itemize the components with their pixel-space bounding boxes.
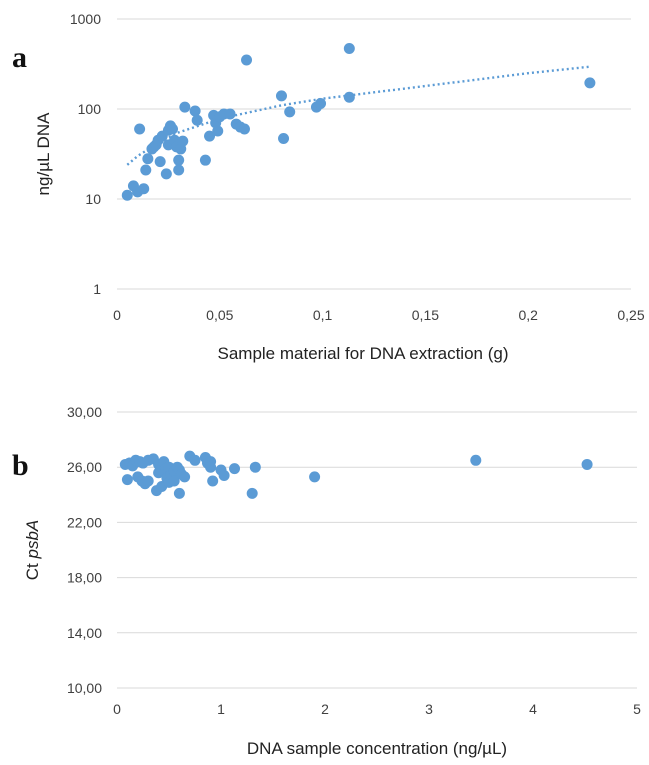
- panel-b-data-point: [229, 463, 241, 475]
- panel-a-data-point: [241, 54, 253, 66]
- panel-b-points: [119, 450, 593, 499]
- panel-a-x-axis-title: Sample material for DNA extraction (g): [218, 344, 509, 363]
- panel-a-letter: a: [12, 41, 27, 74]
- panel-a-data-point: [238, 123, 250, 135]
- panel-a-data-point: [138, 183, 150, 195]
- panel-b-y-tick-label: 10,00: [67, 680, 102, 696]
- panel-b-data-point: [246, 487, 258, 499]
- panel-b-data-point: [142, 475, 154, 487]
- panel-b-data-point: [207, 475, 219, 487]
- panel-a-data-point: [140, 164, 152, 176]
- panel-b-y-tick-label: 30,00: [67, 404, 102, 420]
- panel-a-data-point: [343, 43, 355, 55]
- panel-b-gridlines: [117, 411, 637, 689]
- panel-a-data-point: [142, 153, 154, 165]
- panel-b-x-tick-label: 3: [425, 701, 433, 717]
- panel-a-data-point: [121, 189, 133, 201]
- panel-b-data-point: [218, 469, 230, 481]
- panel-a-data-point: [275, 90, 287, 102]
- panel-b-letter: b: [12, 449, 29, 482]
- panel-a-data-point: [191, 114, 203, 126]
- panel-b-x-axis-title: DNA sample concentration (ng/µL): [247, 739, 507, 758]
- panel-a-data-point: [160, 168, 172, 180]
- panel-a-x-tick-label: 0,05: [206, 307, 233, 323]
- panel-a-x-tick-label: 0: [113, 307, 121, 323]
- panel-b-data-point: [470, 454, 482, 466]
- panel-a-gridlines: [117, 18, 631, 290]
- panel-a-data-point: [284, 106, 296, 118]
- panel-b-y-axis-title-gene: psbA: [23, 520, 42, 560]
- panel-a-data-point: [173, 154, 185, 166]
- panel-b-x-ticks: 0 1 2 3 4 5: [113, 701, 641, 717]
- panel-a-data-point: [343, 91, 355, 103]
- panel-a-y-ticks: 1 10 100 1000: [70, 11, 101, 297]
- panel-a-data-point: [199, 154, 211, 166]
- panel-a-y-tick-label: 100: [78, 101, 102, 117]
- panel-a-points: [121, 43, 596, 201]
- panel-b-y-tick-label: 22,00: [67, 514, 102, 530]
- panel-b-x-tick-label: 5: [633, 701, 641, 717]
- panel-a-y-tick-label: 1000: [70, 11, 101, 27]
- panel-b-y-tick-label: 18,00: [67, 570, 102, 586]
- panel-a-data-point: [167, 123, 179, 135]
- panel-a-y-tick-label: 1: [93, 281, 101, 297]
- panel-b-x-tick-label: 0: [113, 701, 121, 717]
- panel-b-data-point: [168, 475, 180, 487]
- panel-b-data-point: [309, 471, 321, 483]
- panel-a-data-point: [173, 164, 185, 176]
- panel-a-data-point: [204, 130, 216, 142]
- panel-b-data-point: [249, 461, 261, 473]
- panel-a-x-ticks: 0 0,05 0,1 0,15 0,2 0,25: [113, 307, 645, 323]
- panel-a-x-tick-label: 0,2: [518, 307, 538, 323]
- panel-b-x-tick-label: 4: [529, 701, 537, 717]
- panel-a-y-tick-label: 10: [85, 191, 101, 207]
- panel-a-data-point: [584, 77, 596, 89]
- panel-a-x-tick-label: 0,1: [313, 307, 333, 323]
- panel-b-y-axis-title-prefix: Ct: [23, 559, 42, 581]
- panel-a-y-axis-title: ng/µL DNA: [34, 112, 53, 196]
- panel-b-y-tick-label: 14,00: [67, 625, 102, 641]
- panel-a-data-point: [189, 105, 201, 117]
- panel-a-data-point: [212, 125, 224, 137]
- panel-b-x-tick-label: 2: [321, 701, 329, 717]
- panel-b-y-axis-title: Ct psbA: [23, 520, 42, 580]
- panel-b-y-ticks: 10,00 14,00 18,00 22,00 26,00 30,00: [67, 404, 102, 696]
- panel-b-data-point: [189, 454, 201, 466]
- panel-a-data-point: [224, 108, 236, 120]
- panel-b-data-point: [121, 474, 133, 486]
- panel-a-data-point: [278, 133, 290, 145]
- panel-b-data-point: [173, 487, 185, 499]
- panel-a-data-point: [179, 101, 191, 113]
- panel-b-data-point: [179, 471, 191, 483]
- panel-b-data-point: [581, 458, 593, 470]
- panel-a-x-tick-label: 0,15: [412, 307, 439, 323]
- panel-a-x-tick-label: 0,25: [617, 307, 644, 323]
- panel-b-data-point: [205, 461, 217, 473]
- panel-a-chart: a 1 10 100 1000 0 0,05 0,1 0,15 0,2 0,25 Sample …: [12, 11, 645, 363]
- panel-a-data-point: [315, 98, 327, 110]
- panel-a-data-point: [154, 156, 166, 168]
- panel-b-x-tick-label: 1: [217, 701, 225, 717]
- panel-a-data-point: [177, 135, 189, 147]
- panel-a-data-point: [134, 123, 146, 135]
- panel-b-y-tick-label: 26,00: [67, 459, 102, 475]
